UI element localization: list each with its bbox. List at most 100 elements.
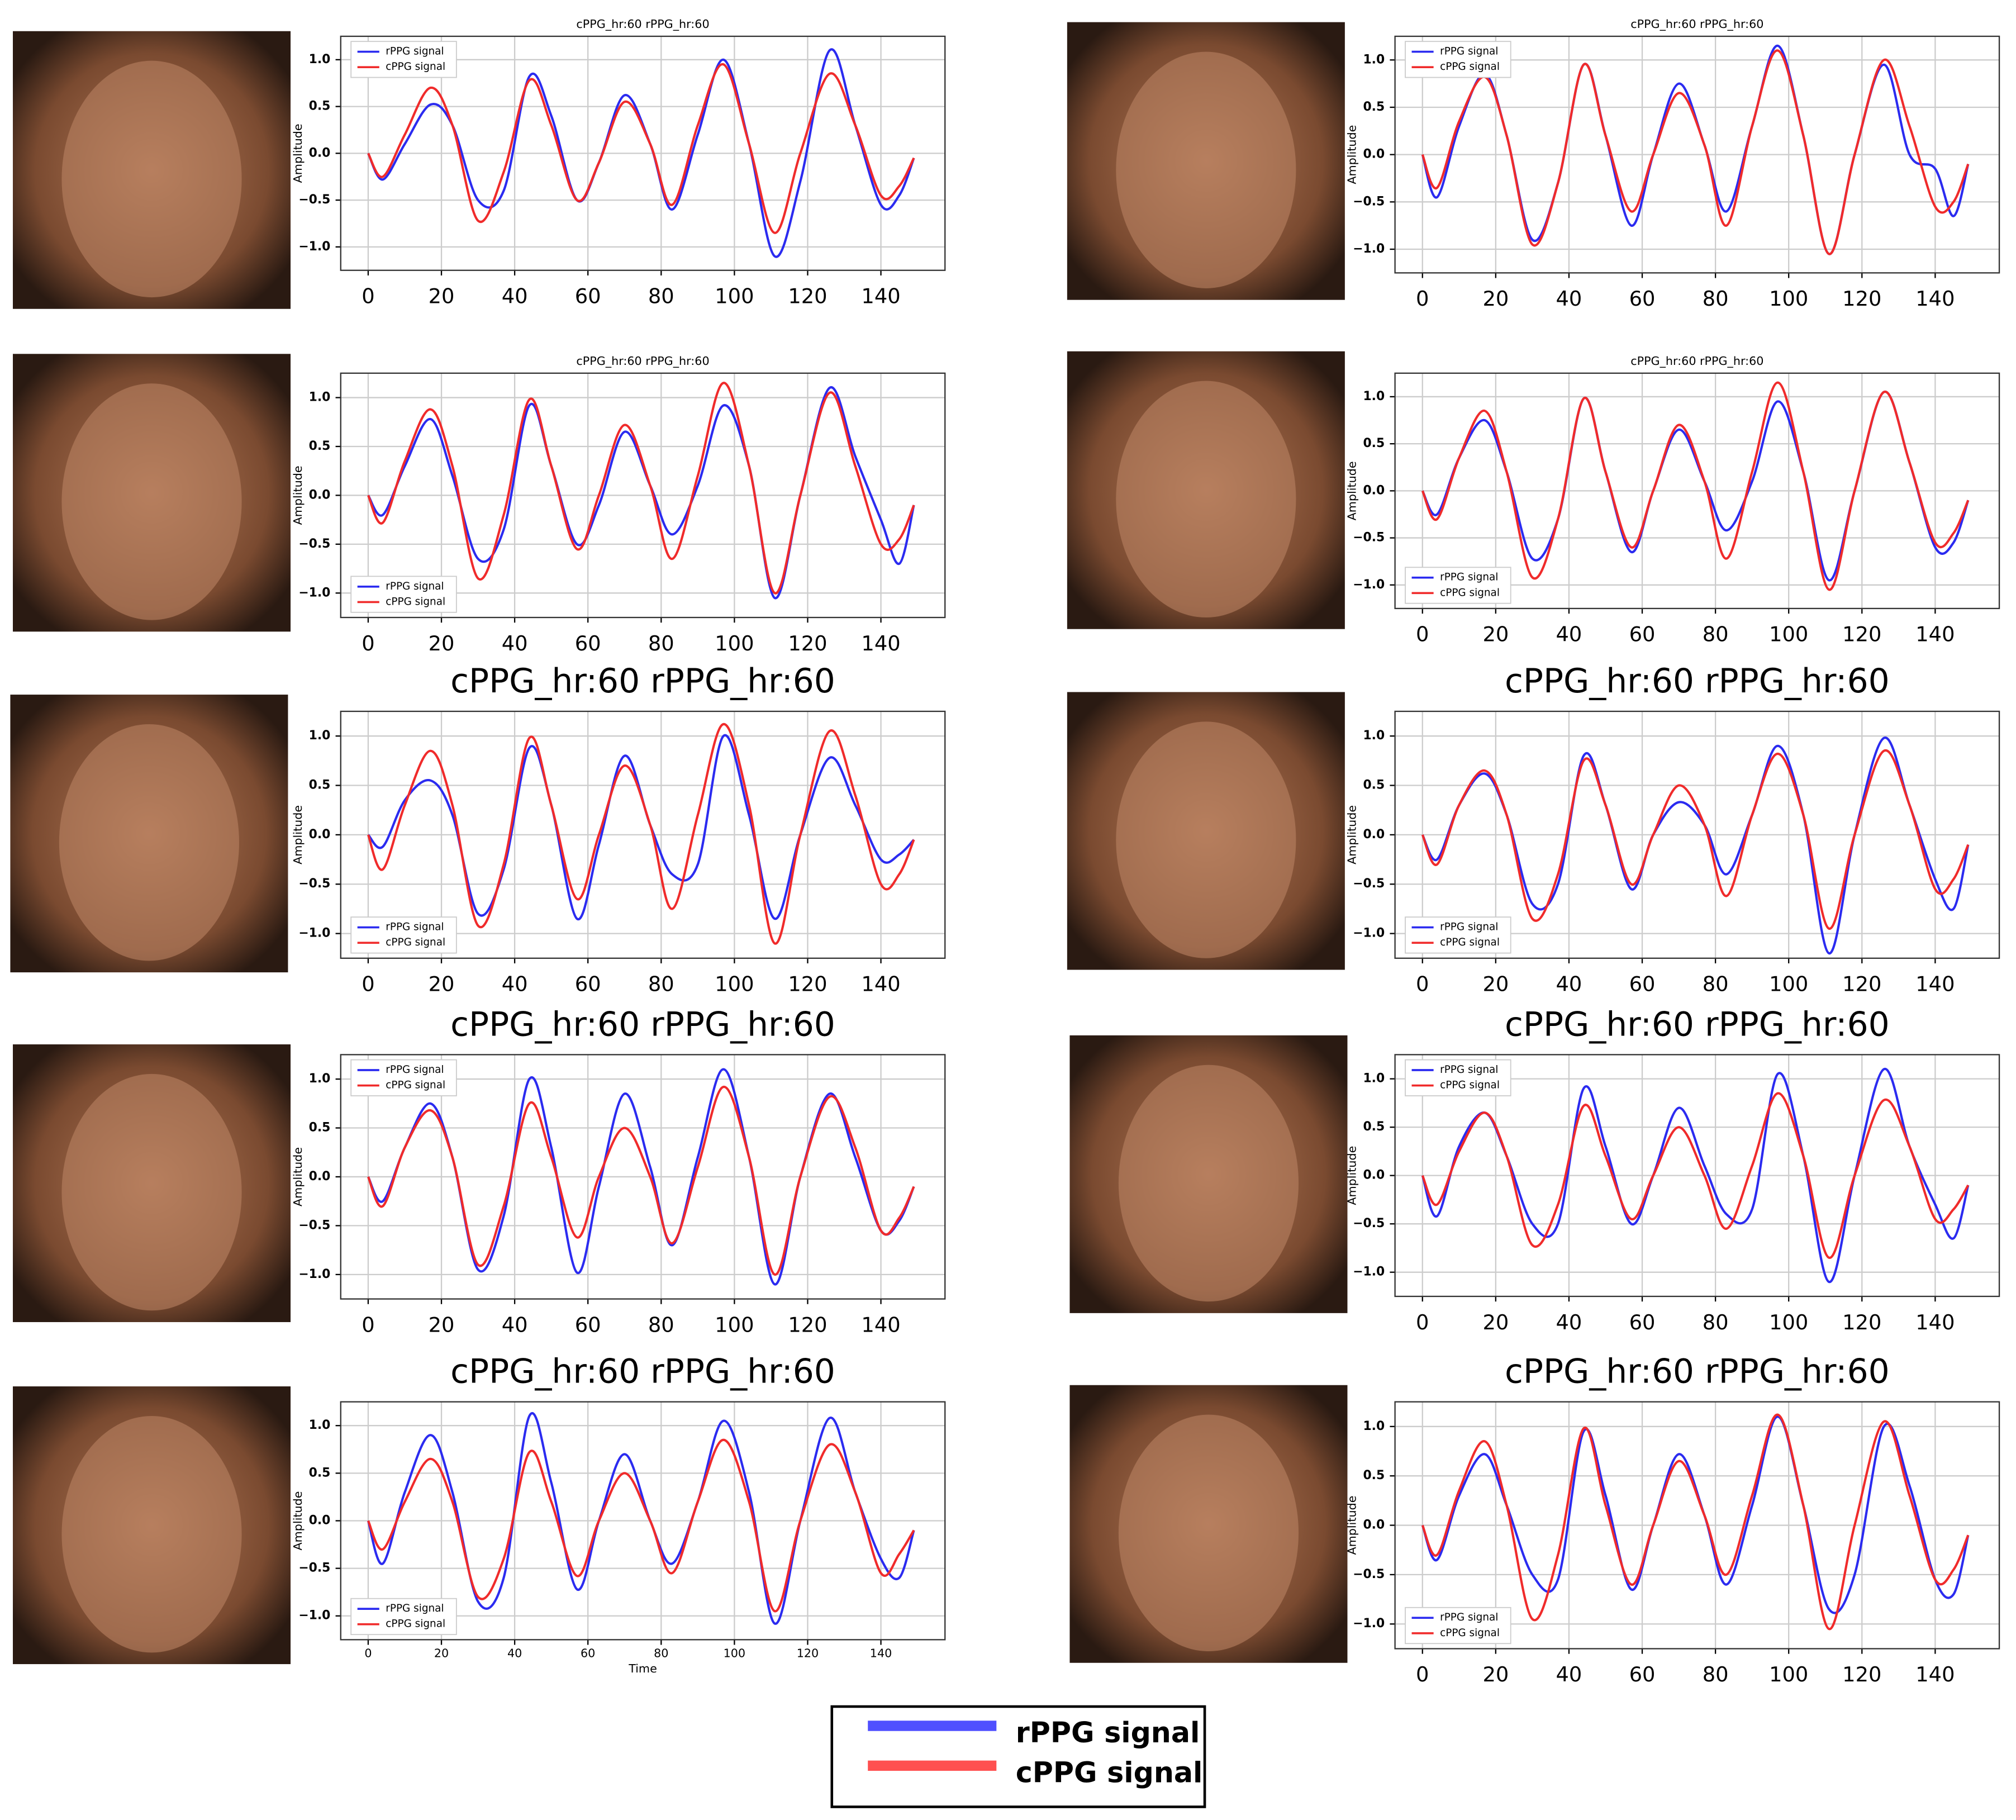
legend-label: rPPG signal — [1440, 1612, 1498, 1623]
x-tick-label: 140 — [1915, 972, 1955, 996]
x-tick-label: 120 — [788, 972, 827, 996]
signal-line — [1421, 1092, 1970, 1259]
signal-line — [367, 1086, 915, 1276]
y-axis-label: Amplitude — [291, 465, 305, 525]
legend-label: rPPG signal — [1440, 1064, 1498, 1076]
legend-label: cPPG signal — [386, 596, 445, 607]
face-shape — [1116, 721, 1296, 958]
signal-line — [367, 1412, 915, 1625]
signal-line — [367, 386, 915, 600]
signal-line — [367, 63, 915, 234]
x-tick-label: 40 — [1556, 972, 1582, 996]
legend-label: cPPG signal — [1440, 1627, 1500, 1639]
y-tick-label: 1.0 — [1363, 729, 1385, 743]
x-tick-label: 140 — [861, 972, 900, 996]
x-tick-label: 100 — [715, 1313, 754, 1337]
y-tick-label: −1.0 — [1353, 242, 1385, 256]
figure-legend-label: cPPG signal — [1016, 1756, 1203, 1789]
plot-frame — [340, 710, 946, 959]
y-tick-label: 0.0 — [1363, 483, 1385, 497]
y-tick-label: 0.5 — [309, 99, 331, 113]
y-tick-label: 0.0 — [309, 828, 331, 842]
x-tick-label: 80 — [1703, 1310, 1729, 1334]
y-axis-label: Amplitude — [291, 1491, 305, 1550]
x-tick-label: 100 — [1769, 1662, 1808, 1686]
y-tick-label: 0.5 — [309, 1121, 331, 1135]
x-tick-label: 80 — [648, 1313, 674, 1337]
y-tick-label: −0.5 — [1353, 1216, 1385, 1230]
x-tick-label: 40 — [1556, 1310, 1582, 1334]
chart-title: cPPG_hr:60 rPPG_hr:60 — [576, 17, 709, 31]
signal-line — [367, 734, 915, 921]
x-tick-label: 80 — [1703, 972, 1729, 996]
y-axis-label: Amplitude — [1345, 1496, 1359, 1555]
y-tick-label: 0.5 — [309, 439, 331, 453]
y-tick-label: −0.5 — [1353, 194, 1385, 208]
x-tick-label: 60 — [1629, 1310, 1656, 1334]
legend-label: cPPG signal — [1440, 587, 1500, 598]
x-tick-label: 80 — [1703, 287, 1729, 311]
x-axis-label: Time — [628, 1662, 657, 1675]
plot-frame — [1394, 372, 2000, 610]
y-axis-label: Amplitude — [1345, 125, 1359, 184]
face-shape — [1118, 1414, 1299, 1652]
x-tick-label: 140 — [861, 631, 900, 655]
legend-label: cPPG signal — [386, 1618, 445, 1630]
y-tick-label: −1.0 — [1353, 1265, 1385, 1279]
y-axis-label: Amplitude — [291, 123, 305, 183]
plot-frame — [340, 1054, 946, 1300]
x-tick-label: 20 — [434, 1647, 449, 1660]
x-tick-label: 80 — [654, 1647, 668, 1660]
chart-panel: cPPG_hr:60 rPPG_hr:60 −1.0 −0.5 0.0 0.5 1.0 0 2… — [1345, 17, 2000, 311]
legend-label: cPPG signal — [386, 1080, 445, 1091]
y-axis-label: Amplitude — [1345, 461, 1359, 520]
x-tick-label: 40 — [502, 284, 528, 308]
x-tick-label: 100 — [1769, 972, 1808, 996]
x-tick-label: 0 — [362, 972, 374, 996]
signal-line — [1421, 749, 1970, 930]
legend-box — [350, 1598, 457, 1636]
x-tick-label: 0 — [1416, 622, 1429, 647]
chart-title: cPPG_hr:60 rPPG_hr:60 — [1630, 354, 1763, 368]
face-shape — [61, 60, 242, 298]
x-tick-label: 80 — [648, 972, 674, 996]
chart-panel: cPPG_hr:60 rPPG_hr:60 −1.0 −0.5 0.0 0.5 1.0 0 2… — [291, 354, 946, 655]
x-tick-label: 140 — [870, 1647, 892, 1660]
plot-frame — [340, 372, 946, 619]
x-tick-label: 0 — [1416, 287, 1429, 311]
chart-title: cPPG_hr:60 rPPG_hr:60 — [450, 1005, 835, 1044]
x-tick-label: 60 — [1629, 287, 1656, 311]
legend-label: cPPG signal — [1440, 1080, 1500, 1091]
legend-box — [1405, 1059, 1511, 1096]
face-shape — [1116, 51, 1296, 288]
y-axis-label: Amplitude — [291, 1147, 305, 1206]
x-tick-label: 40 — [502, 972, 528, 996]
legend-label: rPPG signal — [386, 1064, 444, 1076]
legend-box — [1405, 1607, 1511, 1645]
legend-label: cPPG signal — [386, 61, 445, 73]
signal-line — [367, 382, 915, 595]
chart-panel: cPPG_hr:60 rPPG_hr:60 −1.0 −0.5 0.0 0.5 1.0 0 2… — [291, 1005, 946, 1337]
y-tick-label: 0.0 — [1363, 828, 1385, 842]
x-tick-label: 80 — [648, 284, 674, 308]
x-tick-label: 60 — [575, 631, 601, 655]
plot-frame — [1394, 35, 2000, 274]
y-axis-label: Amplitude — [291, 805, 305, 864]
x-tick-label: 140 — [861, 1313, 900, 1337]
legend-box — [350, 41, 457, 78]
signal-line — [1421, 49, 1970, 255]
x-tick-label: 100 — [715, 972, 754, 996]
y-tick-label: 1.0 — [1363, 1072, 1385, 1086]
x-tick-label: 40 — [502, 1313, 528, 1337]
y-tick-label: 0.0 — [1363, 1518, 1385, 1532]
x-tick-label: 140 — [861, 284, 900, 308]
x-tick-label: 20 — [1482, 1310, 1509, 1334]
chart-title: cPPG_hr:60 rPPG_hr:60 — [576, 354, 709, 368]
face-shape — [1116, 381, 1296, 618]
legend-box — [1405, 41, 1511, 78]
x-tick-label: 20 — [429, 1313, 455, 1337]
x-tick-label: 60 — [1629, 1662, 1656, 1686]
y-tick-label: 0.5 — [309, 1466, 331, 1480]
y-tick-label: −0.5 — [298, 537, 330, 551]
